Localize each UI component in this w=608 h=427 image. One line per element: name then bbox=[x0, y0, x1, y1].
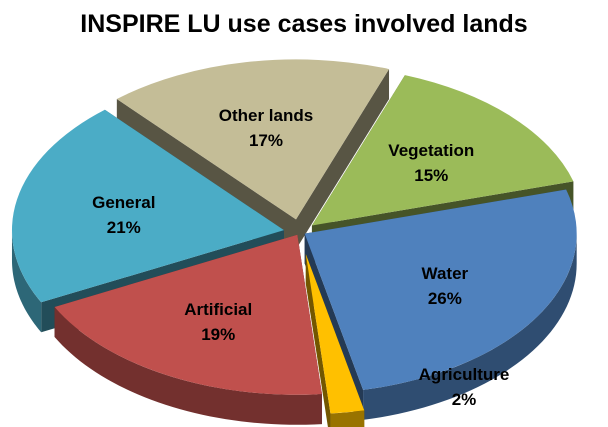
slice-wall bbox=[295, 69, 390, 250]
slice-label-other-lands: Other lands bbox=[219, 106, 313, 125]
slice-top bbox=[11, 109, 284, 303]
slice-label-artificial: Artificial bbox=[184, 300, 252, 319]
slice-agriculture bbox=[305, 254, 365, 427]
slice-top bbox=[116, 59, 390, 220]
slice-value-general: 21% bbox=[107, 218, 141, 237]
slice-value-artificial: 19% bbox=[201, 325, 235, 344]
slice-artificial bbox=[54, 234, 323, 425]
slice-side bbox=[330, 410, 365, 427]
slice-top bbox=[304, 189, 577, 390]
slice-top bbox=[311, 75, 574, 226]
slice-side bbox=[363, 233, 577, 420]
slice-value-other-lands: 17% bbox=[249, 131, 283, 150]
chart-title: INSPIRE LU use cases involved lands bbox=[80, 10, 528, 38]
slice-value-water: 26% bbox=[428, 289, 462, 308]
slice-value-vegetation: 15% bbox=[414, 166, 448, 185]
slice-label-general: General bbox=[92, 193, 155, 212]
slice-side bbox=[54, 306, 323, 425]
slice-top bbox=[305, 254, 365, 414]
slice-value-agriculture: 2% bbox=[452, 390, 477, 409]
slice-top bbox=[54, 234, 323, 395]
slice-wall bbox=[305, 254, 331, 427]
slice-water bbox=[304, 189, 577, 420]
slice-side bbox=[11, 230, 42, 333]
slice-label-water: Water bbox=[422, 264, 469, 283]
slice-label-vegetation: Vegetation bbox=[388, 141, 474, 160]
slice-label-agriculture: Agriculture bbox=[419, 365, 510, 384]
